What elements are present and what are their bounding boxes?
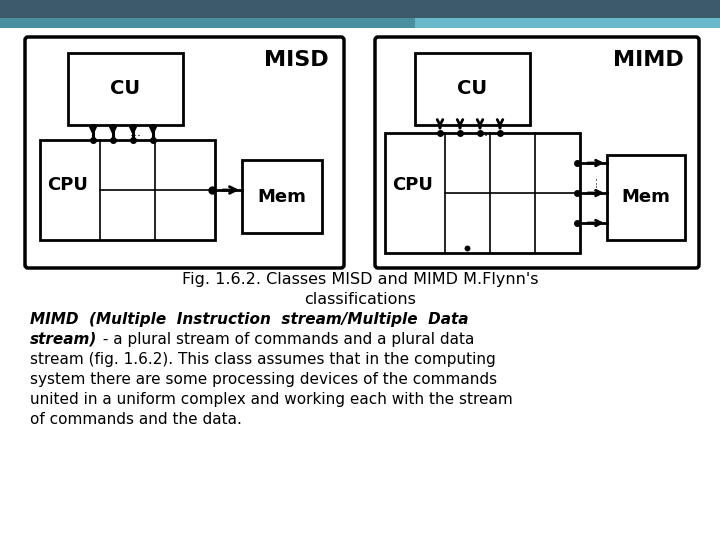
Text: stream): stream) (30, 332, 97, 347)
Bar (0, 18, 415, 28)
Text: Fig. 1.6.2. Classes MISD and MIMD M.Flynn's
classifications: Fig. 1.6.2. Classes MISD and MIMD M.Flyn… (181, 272, 539, 307)
Bar (415, 18, 720, 28)
Text: - a plural stream of commands and a plural data: - a plural stream of commands and a plur… (98, 332, 474, 347)
Text: ...: ... (477, 126, 488, 139)
Text: CU: CU (110, 79, 140, 98)
Bar (415, 53, 530, 125)
Bar (68, 53, 183, 125)
FancyBboxPatch shape (25, 37, 344, 268)
Text: of commands and the data.: of commands and the data. (30, 412, 242, 427)
Bar (0, 0, 720, 18)
Bar (242, 160, 322, 233)
Text: MIMD: MIMD (613, 50, 684, 70)
Text: MISD: MISD (264, 50, 329, 70)
Bar (385, 133, 580, 253)
Text: CPU: CPU (48, 176, 89, 194)
Text: CU: CU (457, 79, 487, 98)
Text: ...: ... (130, 126, 142, 139)
Bar (607, 155, 685, 240)
Text: stream (fig. 1.6.2). This class assumes that in the computing: stream (fig. 1.6.2). This class assumes … (30, 352, 496, 367)
Text: ...: ... (587, 175, 600, 187)
Text: CPU: CPU (392, 176, 433, 194)
Bar (0, 28, 415, 33)
Text: system there are some processing devices of the commands: system there are some processing devices… (30, 372, 497, 387)
Text: Mem: Mem (621, 188, 670, 206)
Text: united in a uniform complex and working each with the stream: united in a uniform complex and working … (30, 392, 513, 407)
Text: Mem: Mem (258, 187, 307, 206)
Bar (40, 140, 215, 240)
FancyBboxPatch shape (375, 37, 699, 268)
Text: MIMD  (Multiple  Instruction  stream/Multiple  Data: MIMD (Multiple Instruction stream/Multip… (30, 312, 469, 327)
